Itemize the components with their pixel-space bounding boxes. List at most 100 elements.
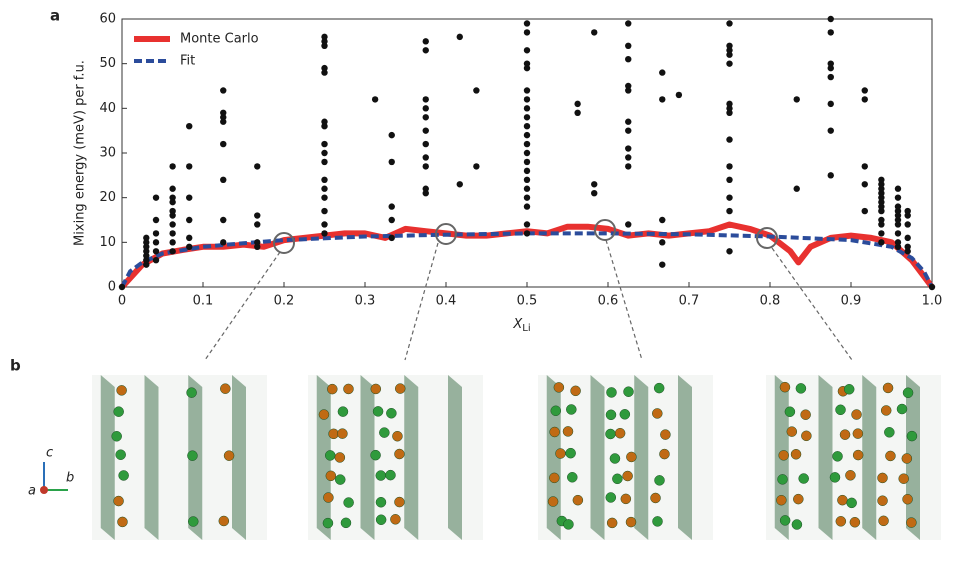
scatter-point (389, 159, 395, 165)
scatter-point (905, 235, 911, 241)
atom (371, 384, 381, 394)
scatter-point (169, 221, 175, 227)
scatter-point (524, 123, 530, 129)
scatter-point (169, 248, 175, 254)
scatter-point (169, 163, 175, 169)
slab (404, 375, 418, 540)
scatter-point (321, 141, 327, 147)
scatter-point (591, 190, 597, 196)
atom (623, 471, 633, 481)
atom (566, 448, 576, 458)
scatter-point (726, 136, 732, 142)
atom (376, 471, 386, 481)
atom (373, 406, 383, 416)
scatter-point (321, 177, 327, 183)
structures (92, 375, 941, 540)
atom (187, 388, 197, 398)
atom (551, 406, 561, 416)
atom (224, 451, 234, 461)
atom (392, 431, 402, 441)
atom (615, 428, 625, 438)
atom (571, 386, 581, 396)
scatter-point (186, 123, 192, 129)
atom (343, 384, 353, 394)
atom (567, 472, 577, 482)
slab (678, 375, 692, 540)
atom (780, 382, 790, 392)
atom (785, 407, 795, 417)
scatter-point (423, 163, 429, 169)
atom (620, 409, 630, 419)
scatter-point (220, 141, 226, 147)
x-tick-label: 1.0 (922, 294, 943, 309)
atom (390, 514, 400, 524)
slab (145, 375, 159, 540)
atom (376, 497, 386, 507)
atom (376, 515, 386, 525)
scatter-point (524, 141, 530, 147)
scatter-point (321, 221, 327, 227)
scatter-point (524, 150, 530, 156)
scatter-point (153, 248, 159, 254)
x-tick-label: 0.2 (274, 294, 295, 309)
scatter-point (524, 203, 530, 209)
atom (319, 410, 329, 420)
scatter-point (186, 217, 192, 223)
scatter-point (473, 163, 479, 169)
scatter-point (153, 257, 159, 263)
scatter-point (878, 217, 884, 223)
y-tick-label: 30 (99, 146, 116, 161)
scatter-point (389, 132, 395, 138)
scatter-point (254, 221, 260, 227)
scatter-point (878, 239, 884, 245)
scatter-point (676, 92, 682, 98)
scatter-point (524, 177, 530, 183)
atom (799, 474, 809, 484)
atom (606, 492, 616, 502)
scatter-point (143, 235, 149, 241)
scatter-point (119, 284, 125, 290)
scatter-point (828, 29, 834, 35)
scatter-point (895, 239, 901, 245)
atom (119, 470, 129, 480)
scatter-point (574, 110, 580, 116)
atom (187, 451, 197, 461)
atom (659, 449, 669, 459)
y-tick-label: 0 (108, 280, 116, 295)
atom (791, 449, 801, 459)
scatter-point (186, 194, 192, 200)
scatter-point (524, 168, 530, 174)
axes-triad: c b a (28, 446, 74, 499)
scatter-point (726, 163, 732, 169)
scatter-point (591, 181, 597, 187)
atom (379, 428, 389, 438)
atom (606, 410, 616, 420)
x-axis-label: XLi (512, 317, 530, 335)
atom (883, 383, 893, 393)
atom (907, 431, 917, 441)
atom (881, 405, 891, 415)
atom (850, 517, 860, 527)
scatter-point (389, 203, 395, 209)
scatter-point (659, 239, 665, 245)
atom (780, 515, 790, 525)
scatter-point (321, 65, 327, 71)
atom (899, 474, 909, 484)
atom (327, 384, 337, 394)
scatter-point (423, 186, 429, 192)
line-series (122, 233, 932, 287)
scatter-point (878, 177, 884, 183)
scatter-point (473, 87, 479, 93)
atom (793, 494, 803, 504)
scatter-point (895, 194, 901, 200)
scatter-point (423, 127, 429, 133)
scatter-point (186, 244, 192, 250)
atom (573, 495, 583, 505)
scatter-point (726, 194, 732, 200)
scatter-point (423, 154, 429, 160)
scatter-point (524, 105, 530, 111)
scatter-point (423, 47, 429, 53)
atom (833, 451, 843, 461)
atom (853, 429, 863, 439)
